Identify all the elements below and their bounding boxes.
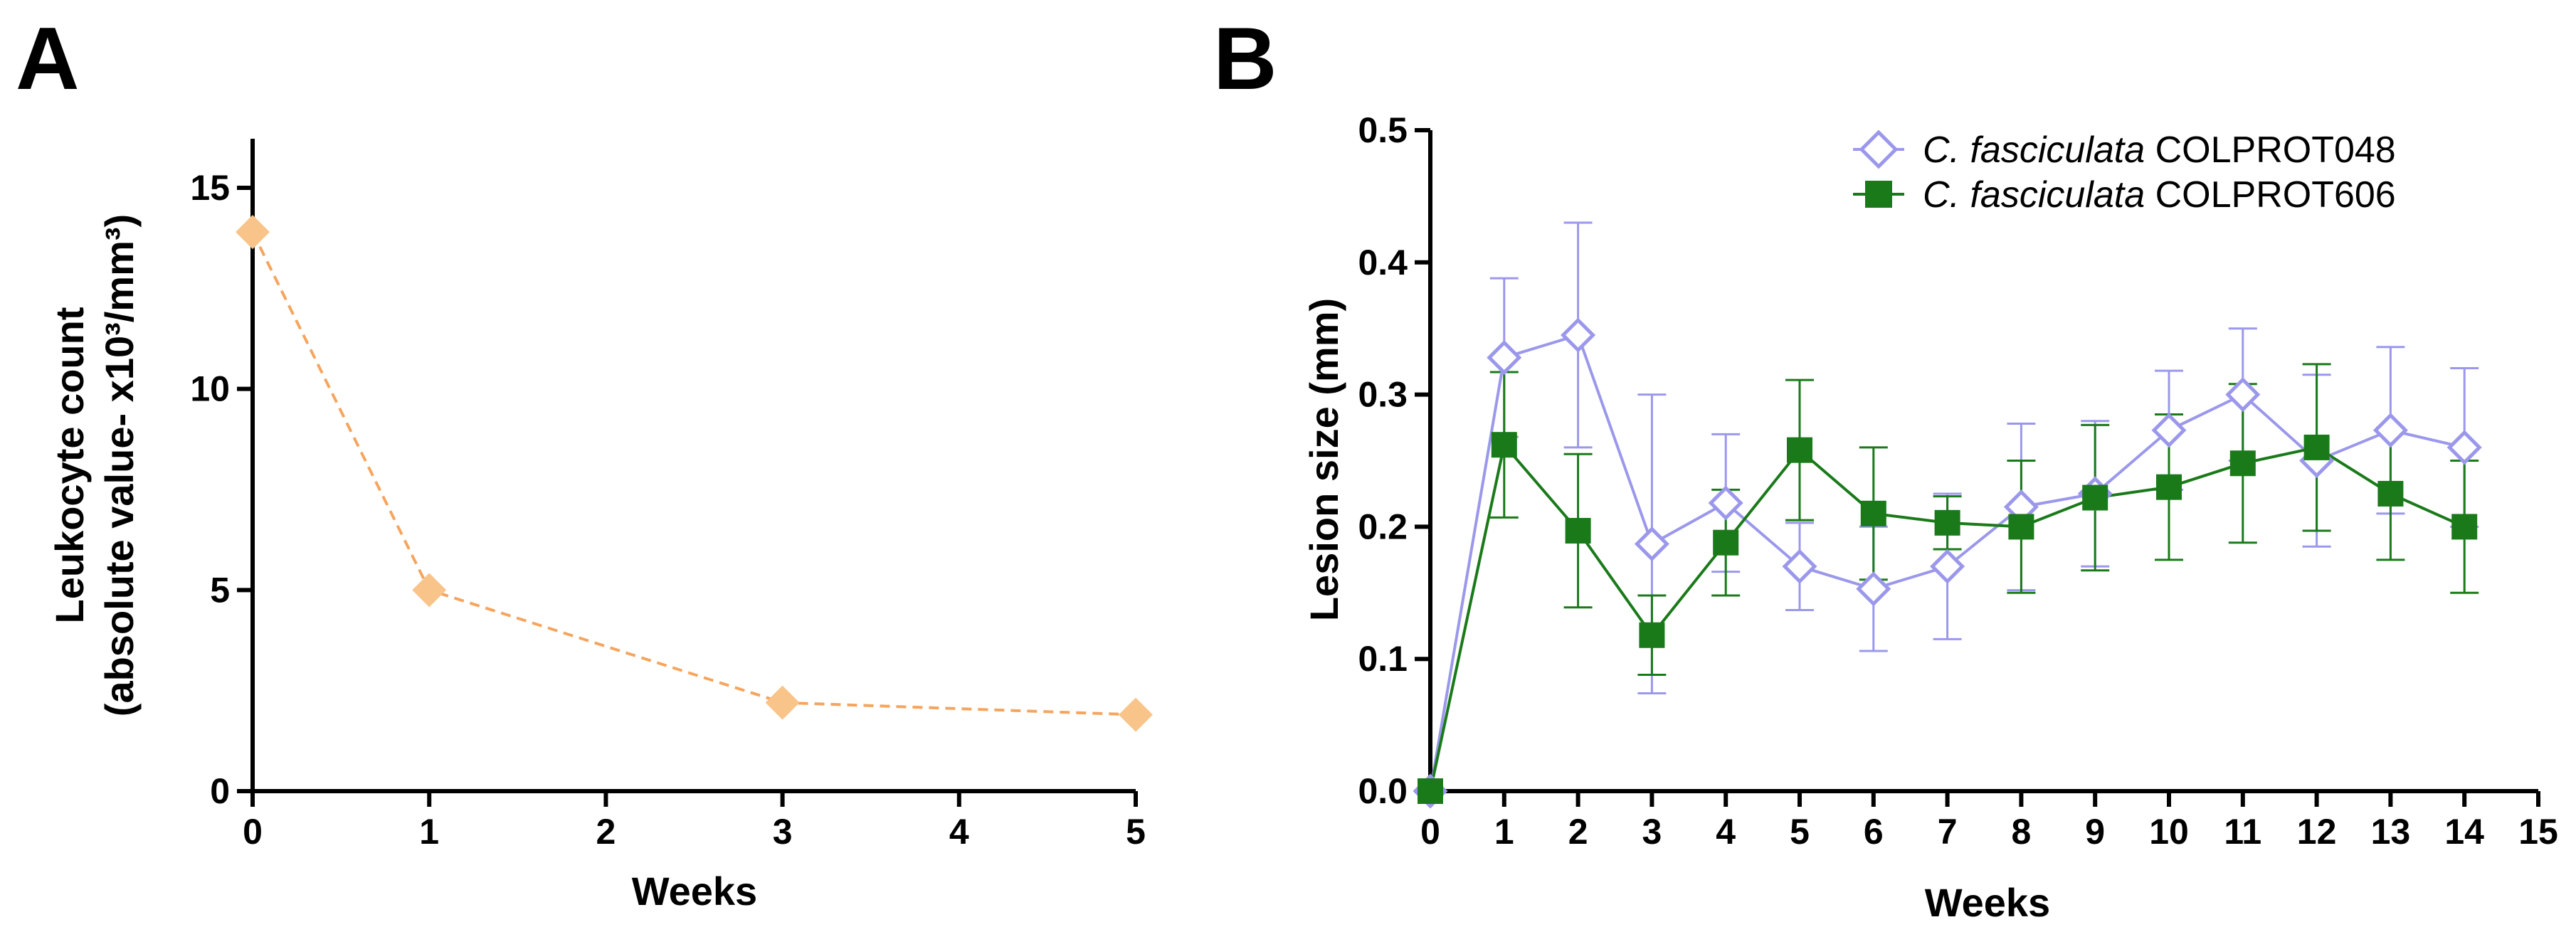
panel-a-letter: A [16, 10, 80, 108]
panel-b-x-tick-label: 8 [2011, 812, 2031, 852]
panel-b-x-tick-label: 0 [1420, 812, 1440, 852]
panel-b-y-tick-label: 0.5 [1358, 110, 1408, 150]
panel-b-x-tick-label: 12 [2297, 812, 2337, 852]
panel-b-x-tick-label: 5 [1790, 812, 1810, 852]
point-colprot606-week-7 [1934, 509, 1960, 536]
panel-b-x-ticks: 0 1 2 3 4 5 6 7 8 9 10 11 12 13 14 15 [1420, 791, 2558, 852]
point-colprot606-week-0 [1418, 778, 1443, 804]
panel-b-x-tick-label: 7 [1938, 812, 1958, 852]
panel-a-point-week-1 [412, 573, 447, 608]
point-colprot606-week-14 [2451, 514, 2478, 540]
point-colprot048-week-3 [1634, 526, 1669, 562]
legend-marker-colprot606 [1865, 181, 1892, 208]
point-colprot048-week-7 [1930, 549, 1965, 584]
panel-a-x-tick-label: 2 [596, 812, 616, 852]
panel-a-x-title: Weeks [632, 869, 757, 914]
panel-a-y-tick-label: 5 [210, 570, 230, 610]
panel-b-letter: B [1213, 10, 1277, 108]
panel-b-y-tick-label: 0.3 [1358, 375, 1408, 415]
panel-a-data-points [236, 215, 1153, 732]
point-colprot606-week-8 [2008, 514, 2034, 540]
panel-b-x-title: Weeks [1925, 880, 2050, 925]
point-colprot048-week-4 [1708, 485, 1743, 521]
panel-a-point-week-0 [236, 215, 270, 250]
legend-label-colprot606: C. fasciculata COLPROT606 [1923, 174, 2396, 216]
panel-a-dashed-line [251, 231, 1136, 716]
point-colprot606-week-5 [1787, 437, 1812, 463]
point-colprot606-week-2 [1565, 517, 1591, 544]
legend-item-colprot048: C. fasciculata COLPROT048 [1853, 129, 2396, 171]
panel-b-legend: C. fasciculata COLPROT048 C. fasciculata… [1853, 129, 2396, 216]
point-colprot048-week-11 [2225, 377, 2261, 413]
panel-a: A 0 1 2 3 4 5 0 5 10 15 Weeks Leukocyte count (a… [16, 10, 1153, 914]
panel-a-x-tick-label: 0 [243, 812, 263, 852]
panel-a-point-week-5 [1119, 697, 1153, 732]
panel-a-x-tick-label: 5 [1126, 812, 1146, 852]
panel-b-y-tick-label: 0.0 [1358, 771, 1408, 811]
panel-b-x-tick-label: 2 [1568, 812, 1588, 852]
panel-a-x-tick-label: 3 [773, 812, 793, 852]
point-colprot048-week-10 [2151, 413, 2187, 448]
point-colprot606-week-11 [2229, 450, 2256, 477]
panel-b-x-tick-label: 13 [2371, 812, 2411, 852]
panel-a-y-tick-label: 0 [210, 771, 230, 811]
panel-b-x-tick-label: 3 [1642, 812, 1662, 852]
point-colprot048-week-6 [1856, 571, 1891, 607]
legend-marker-colprot048 [1859, 129, 1899, 169]
point-colprot048-week-14 [2446, 430, 2482, 465]
panel-a-y-tick-label: 10 [190, 369, 230, 409]
panel-b-y-tick-label: 0.4 [1358, 243, 1408, 282]
panel-a-y-tick-label: 15 [190, 168, 230, 208]
panel-a-x-tick-label: 1 [419, 812, 439, 852]
panel-b-y-title: Lesion size (mm) [1302, 298, 1346, 621]
point-colprot048-week-2 [1561, 317, 1596, 353]
panel-b-data-points [1413, 317, 2482, 809]
panel-b-x-tick-label: 4 [1716, 812, 1736, 852]
point-colprot606-week-13 [2377, 480, 2404, 507]
panel-b-x-tick-label: 9 [2085, 812, 2105, 852]
panel-b-x-tick-label: 11 [2224, 812, 2261, 852]
point-colprot048-week-1 [1487, 340, 1522, 376]
legend-label-colprot048: C. fasciculata COLPROT048 [1923, 129, 2396, 171]
panel-b-x-tick-label: 6 [1864, 812, 1884, 852]
panel-b-y-tick-label: 0.1 [1358, 639, 1408, 679]
point-colprot606-week-3 [1639, 622, 1665, 648]
panel-b-y-tick-label: 0.2 [1358, 507, 1408, 546]
panel-b: B 0 1 2 3 4 5 6 7 8 9 10 11 12 13 14 15 0.00.10.20.30.4… [1213, 10, 2558, 925]
panel-b-x-tick-label: 14 [2444, 812, 2484, 852]
panel-a-x-tick-label: 4 [949, 812, 969, 852]
panel-b-x-tick-label: 10 [2149, 812, 2189, 852]
legend-item-colprot606: C. fasciculata COLPROT606 [1853, 174, 2396, 216]
point-colprot048-week-13 [2372, 413, 2408, 448]
panel-a-y-ticks: 0 5 10 15 [190, 168, 253, 811]
panel-a-y-title-line1: Leukocyte count [47, 307, 92, 624]
panel-a-x-ticks: 0 1 2 3 4 5 [243, 791, 1146, 852]
point-colprot606-week-6 [1860, 500, 1886, 526]
panel-b-x-tick-label: 15 [2518, 812, 2558, 852]
panel-b-y-ticks: 0.0 0.1 0.2 0.3 0.4 0.5 [1358, 110, 1430, 811]
point-colprot048-week-5 [1782, 549, 1817, 584]
point-colprot606-week-12 [2303, 434, 2330, 460]
point-colprot606-week-9 [2082, 484, 2108, 511]
panel-a-series-line [251, 231, 1136, 716]
panel-b-x-tick-label: 1 [1494, 812, 1514, 852]
point-colprot606-week-1 [1491, 432, 1517, 458]
point-colprot606-week-10 [2156, 474, 2182, 500]
point-colprot606-week-4 [1713, 529, 1739, 556]
panel-a-y-title-line2: (absolute value- x10³/mm³) [97, 214, 142, 716]
panel-a-point-week-3 [765, 685, 800, 720]
